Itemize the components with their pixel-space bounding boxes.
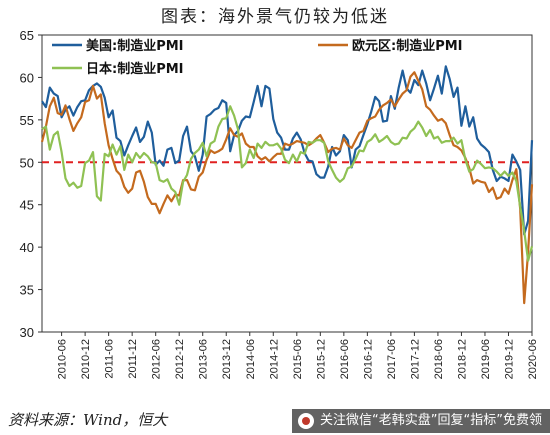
x-tick-label: 2015-06 [292,339,304,379]
legend-label-1: 欧元区:制造业PMI [352,38,463,54]
x-tick-label: 2019-12 [503,339,515,379]
legend: 美国:制造业PMI 欧元区:制造业PMI 日本:制造业PMI [52,38,463,77]
x-tick-label: 2014-12 [268,339,280,379]
y-tick-label: 35 [20,283,34,298]
x-tick-label: 2016-12 [362,339,374,379]
x-tick-label: 2019-06 [480,339,492,379]
x-tick-label: 2013-06 [198,339,210,379]
y-tick-label: 60 [20,70,34,85]
x-tick-label: 2018-12 [456,339,468,379]
x-tick-label: 2017-12 [409,339,421,379]
watermark-banner: 关注微信“老韩实盘”回复“指标”免费领 [292,409,550,433]
series-line-0 [41,65,534,236]
y-tick-label: 55 [20,113,34,128]
x-tick-label: 2015-12 [315,339,327,379]
wechat-logo-icon [298,413,315,429]
y-tick-label: 30 [20,325,34,340]
pmi-line-chart: 30 35 40 45 50 55 60 65 2010-06 2010-12 2011-06 201… [20,28,539,379]
axes: 30 35 40 45 50 55 60 65 2010-06 2010-12 2011-06 201… [20,28,539,379]
x-tick-label: 2012-06 [151,339,163,379]
x-tick-label: 2020-06 [527,339,539,379]
source-note: 资料来源：Wind，恒大 [8,411,168,429]
y-tick-label: 50 [20,155,34,170]
series-line-2 [41,105,534,262]
x-tick-label: 2011-06 [104,339,116,379]
x-tick-label: 2013-12 [221,339,233,379]
legend-label-2: 日本:制造业PMI [86,61,184,77]
plot-frame [41,34,533,333]
x-tick-label: 2016-06 [339,339,351,379]
footer: 资料来源：Wind，恒大 关注微信“老韩实盘”回复“指标”免费领 [0,403,550,435]
x-tick-label: 2012-12 [174,339,186,379]
x-tick-label: 2010-06 [57,339,69,379]
y-tick-label: 45 [20,198,34,213]
plot-border [41,34,533,333]
y-tick-label: 40 [20,240,34,255]
legend-label-0: 美国:制造业PMI [86,38,184,54]
x-tick-label: 2017-06 [386,339,398,379]
chart-title: 图表：海外景气仍较为低迷 [161,7,389,27]
x-tick-label: 2014-06 [245,339,257,379]
x-tick-label: 2010-12 [80,339,92,379]
y-tick-label: 65 [20,28,34,43]
series-lines [40,65,534,305]
x-tick-label: 2011-12 [127,339,139,379]
x-tick-label: 2018-06 [433,339,445,379]
series-line-1 [40,71,534,305]
watermark-text: 关注微信“老韩实盘”回复“指标”免费领 [320,413,542,428]
